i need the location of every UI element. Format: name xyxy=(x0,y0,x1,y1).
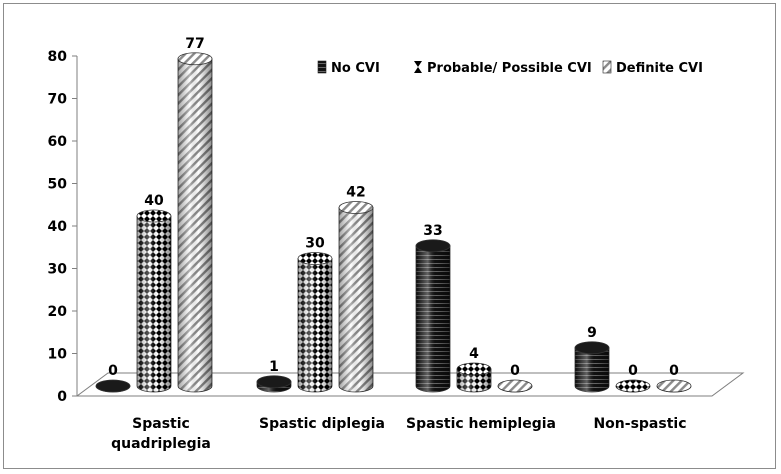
bar-cap xyxy=(297,252,333,265)
category-label: quadriplegia xyxy=(111,436,211,452)
bar-diamonds xyxy=(297,252,333,393)
category-label: Spastic hemiplegia xyxy=(406,416,556,432)
bar-cap xyxy=(136,209,172,223)
y-tick-label: 50 xyxy=(48,177,68,193)
data-label: 0 xyxy=(669,363,679,379)
data-label: 30 xyxy=(305,236,325,252)
data-label: 40 xyxy=(144,193,164,209)
bar-shading xyxy=(298,258,332,392)
bars-group xyxy=(95,52,692,393)
bar-shading xyxy=(575,347,609,392)
bar-black-stripes xyxy=(574,341,610,393)
y-tick-label: 60 xyxy=(48,134,68,150)
y-tick-label: 40 xyxy=(48,219,68,235)
data-label: 42 xyxy=(346,185,365,201)
legend-item: Definite CVI xyxy=(602,60,703,76)
bar-cap xyxy=(256,375,292,389)
legend-swatch xyxy=(414,61,422,73)
bar-shading xyxy=(339,207,373,392)
bar-black-stripes xyxy=(256,375,292,393)
bar-black-stripes xyxy=(95,379,131,393)
y-tick-label: 30 xyxy=(48,262,68,278)
bar-shading xyxy=(137,216,171,392)
data-label: 0 xyxy=(108,363,118,379)
data-label: 1 xyxy=(269,359,279,375)
bar-cap xyxy=(574,341,610,355)
legend-label: Definite CVI xyxy=(616,61,703,76)
bar-diagonal xyxy=(338,201,374,393)
bar-diagonal xyxy=(656,379,692,393)
data-label: 33 xyxy=(423,223,442,239)
data-label: 0 xyxy=(510,363,520,379)
category-label: Spastic xyxy=(132,416,190,432)
y-axis: 0 10 20 30 40 50 60 70 80 xyxy=(48,49,78,405)
y-tick-label: 10 xyxy=(48,347,68,363)
data-label: 0 xyxy=(628,363,638,379)
bar-diamonds xyxy=(615,379,651,393)
legend-swatch xyxy=(317,60,327,74)
bar-diamonds xyxy=(136,209,172,393)
bar-cap xyxy=(456,362,492,376)
bar-cap xyxy=(615,379,651,393)
data-label: 9 xyxy=(587,325,597,341)
bar-shading xyxy=(416,245,450,392)
bar-diagonal xyxy=(177,52,213,393)
y-tick-label: 0 xyxy=(57,389,67,405)
category-label: Spastic diplegia xyxy=(259,416,385,432)
bar-cap xyxy=(497,379,533,393)
bar-cap xyxy=(95,379,131,393)
legend-item: No CVI xyxy=(317,60,380,76)
bar-diagonal xyxy=(497,379,533,393)
y-tick-label: 70 xyxy=(48,92,68,108)
data-label: 77 xyxy=(185,36,204,52)
bar-cap xyxy=(177,52,213,66)
x-axis-labels: Spastic quadriplegia Spastic diplegia Spast… xyxy=(111,416,686,452)
y-tick-label: 20 xyxy=(48,304,68,320)
bar-shading xyxy=(178,58,212,392)
bar-diamonds xyxy=(456,362,492,393)
bar-shading xyxy=(457,369,491,392)
legend-label: Probable/ Possible CVI xyxy=(427,61,592,76)
legend-swatch xyxy=(602,60,612,74)
data-label: 4 xyxy=(469,346,479,362)
legend: No CVI Probable/ Possible CVI Definite CVI xyxy=(317,60,703,76)
bar-cap xyxy=(338,201,374,214)
bar-cap xyxy=(415,239,451,253)
bar-cap xyxy=(656,379,692,393)
category-label: Non-spastic xyxy=(593,416,686,432)
y-tick-label: 80 xyxy=(48,49,68,65)
legend-label: No CVI xyxy=(331,61,380,76)
bar-black-stripes xyxy=(415,239,451,393)
legend-item: Probable/ Possible CVI xyxy=(414,61,592,76)
